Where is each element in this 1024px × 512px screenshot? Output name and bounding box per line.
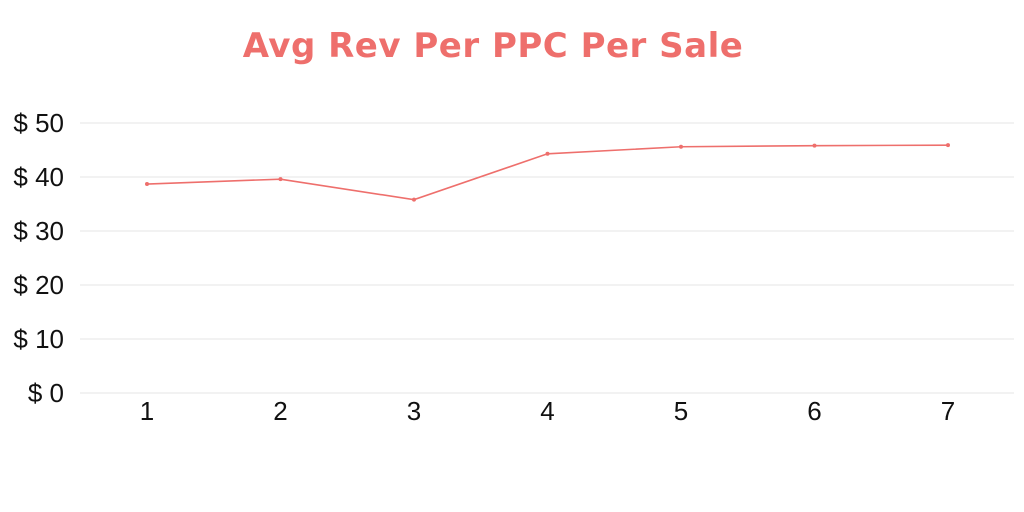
y-tick-label: $ 40 [13,162,64,192]
y-tick-label: $ 50 [13,108,64,138]
y-axis-tick-labels: $ 0 $ 10 $ 20 $ 30 $ 40 $ 50 [13,108,64,408]
data-point [278,177,283,182]
data-point [812,143,817,148]
x-tick-label: 5 [674,396,688,426]
data-point [946,143,950,148]
x-tick-label: 4 [540,396,554,426]
data-point [545,151,550,156]
y-tick-label: $ 30 [13,216,64,246]
gridlines [80,122,1014,394]
x-tick-label: 1 [140,396,154,426]
data-point [412,197,416,202]
chart-title: Avg Rev Per PPC Per Sale [242,26,744,66]
series-layer [145,143,950,202]
x-axis-tick-labels: 1 2 3 4 5 6 7 [140,396,955,426]
data-point [145,182,149,187]
x-tick-label: 2 [273,396,287,426]
x-tick-label: 6 [807,396,821,426]
y-tick-label: $ 20 [13,270,64,300]
y-tick-label: $ 0 [28,378,64,408]
x-tick-label: 7 [941,396,955,426]
x-tick-label: 3 [407,396,421,426]
data-point [679,144,683,149]
y-tick-label: $ 10 [13,324,64,354]
